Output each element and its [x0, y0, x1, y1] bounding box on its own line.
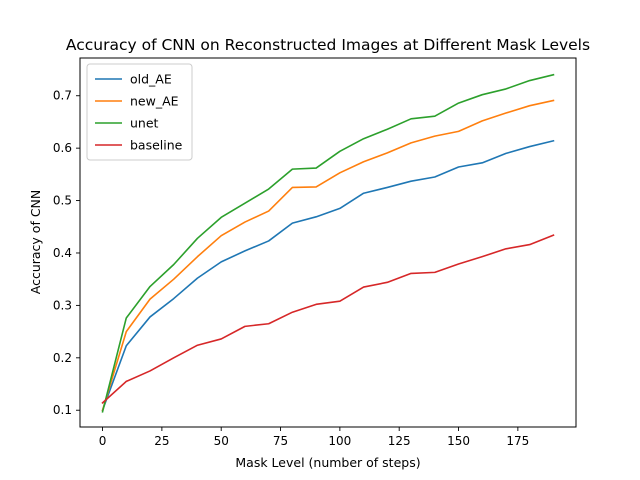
x-tick-label: 75: [273, 434, 288, 448]
legend-label: new_AE: [130, 94, 179, 109]
x-tick-label: 0: [99, 434, 107, 448]
y-tick-label: 0.5: [53, 194, 72, 208]
x-tick-label: 100: [328, 434, 351, 448]
legend-label: old_AE: [130, 72, 172, 87]
y-tick-label: 0.4: [53, 246, 72, 260]
x-tick-label: 175: [506, 434, 529, 448]
x-tick-label: 125: [388, 434, 411, 448]
legend-box: [86, 63, 193, 161]
ticks-layer: 0 25 50 75 100 125 150 175 0.1 0.2 0.3 0.4 0.5 0.6 0.7: [53, 89, 529, 448]
chart-title: Accuracy of CNN on Reconstructed Images …: [66, 36, 590, 54]
y-tick-label: 0.1: [53, 403, 72, 417]
plot-frame: [79, 57, 577, 428]
series-line-old-ae: [101, 139, 555, 412]
y-tick-label: 0.6: [53, 141, 72, 155]
y-tick-label: 0.3: [53, 298, 72, 312]
x-tick-label: 150: [447, 434, 470, 448]
legend-label: baseline: [130, 138, 183, 153]
x-tick-label: 25: [154, 434, 169, 448]
series-layer: [101, 73, 555, 413]
y-tick-label: 0.2: [53, 351, 72, 365]
y-tick-label: 0.7: [53, 89, 72, 103]
y-axis-label: Accuracy of CNN: [28, 190, 43, 295]
x-tick-label: 50: [214, 434, 229, 448]
legend-label: unet: [130, 116, 159, 131]
x-axis-label: Mask Level (number of steps): [235, 455, 420, 470]
series-line-baseline: [101, 234, 555, 405]
series-line-new-ae: [101, 99, 555, 412]
series-line-unet: [101, 73, 555, 413]
